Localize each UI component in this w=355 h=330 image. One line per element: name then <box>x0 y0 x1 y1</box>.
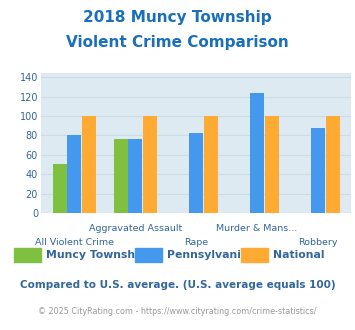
Text: Rape: Rape <box>184 238 208 247</box>
Text: 2018 Muncy Township: 2018 Muncy Township <box>83 10 272 25</box>
Text: Violent Crime Comparison: Violent Crime Comparison <box>66 35 289 50</box>
Bar <box>189 133 203 213</box>
Text: Compared to U.S. average. (U.S. average equals 100): Compared to U.S. average. (U.S. average … <box>20 280 335 290</box>
Bar <box>204 116 218 213</box>
Bar <box>326 116 340 213</box>
Bar <box>53 164 67 213</box>
Text: © 2025 CityRating.com - https://www.cityrating.com/crime-statistics/: © 2025 CityRating.com - https://www.city… <box>38 307 317 316</box>
Text: Robbery: Robbery <box>298 238 338 247</box>
Bar <box>311 128 325 213</box>
Bar <box>143 116 157 213</box>
Bar <box>67 136 81 213</box>
Text: All Violent Crime: All Violent Crime <box>35 238 114 247</box>
Bar <box>264 116 279 213</box>
Bar <box>82 116 96 213</box>
Bar <box>128 139 142 213</box>
Text: Murder & Mans...: Murder & Mans... <box>217 224 298 233</box>
Text: Pennsylvania: Pennsylvania <box>167 250 248 260</box>
Bar <box>250 93 264 213</box>
Text: Aggravated Assault: Aggravated Assault <box>89 224 182 233</box>
Text: National: National <box>273 250 325 260</box>
Text: Muncy Township: Muncy Township <box>46 250 147 260</box>
Bar <box>114 139 128 213</box>
